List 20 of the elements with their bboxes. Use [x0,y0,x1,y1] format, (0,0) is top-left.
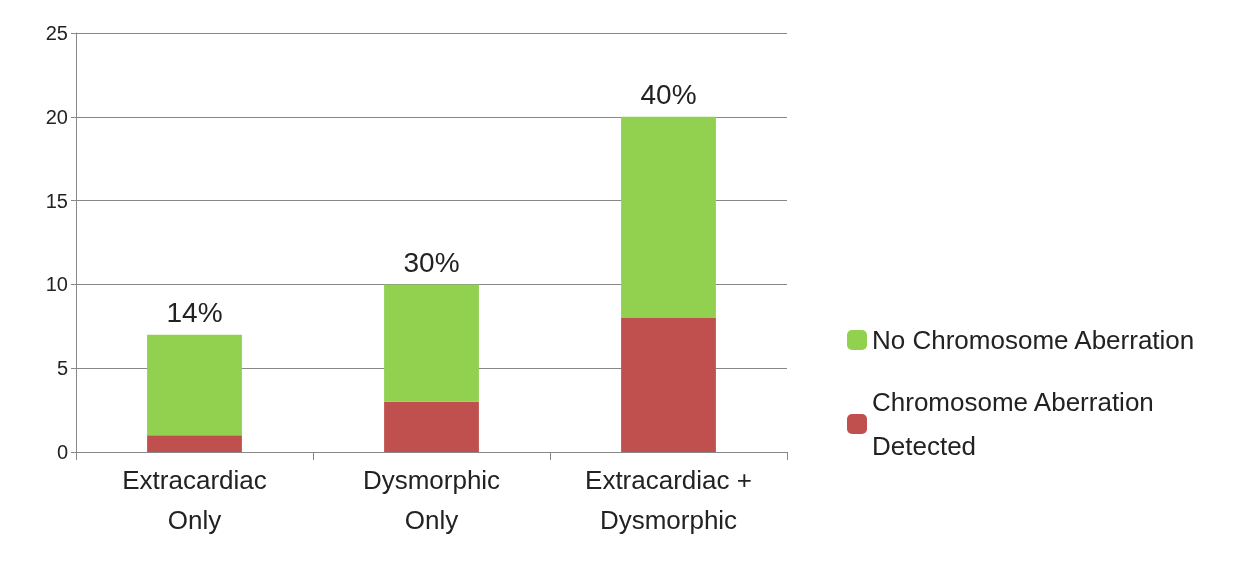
annotation: 30% [403,246,460,278]
bar [147,334,242,436]
bar [147,435,242,452]
y-tick-label: 20 [45,105,68,128]
y-tick-label: 25 [45,22,68,44]
x-tick-label: Extracardiac Only [122,465,267,535]
bar [621,317,716,452]
y-tick-label: 0 [56,441,68,463]
y-tick-label: 15 [45,189,68,212]
bar [384,284,479,402]
x-tick-label: Extracardiac + Dysmorphic [585,465,752,535]
y-tick-label: 5 [56,357,68,380]
bar [384,401,479,452]
x-tick-label: Dysmorphic Only [362,465,501,535]
legend-label: Chromosome Aberration Detected [872,387,1162,461]
y-tick-label: 10 [45,273,68,296]
annotation: 14% [166,297,223,329]
bar [621,116,716,318]
annotation: 40% [640,79,697,111]
legend-label: No Chromosome Aberration [872,325,1195,355]
